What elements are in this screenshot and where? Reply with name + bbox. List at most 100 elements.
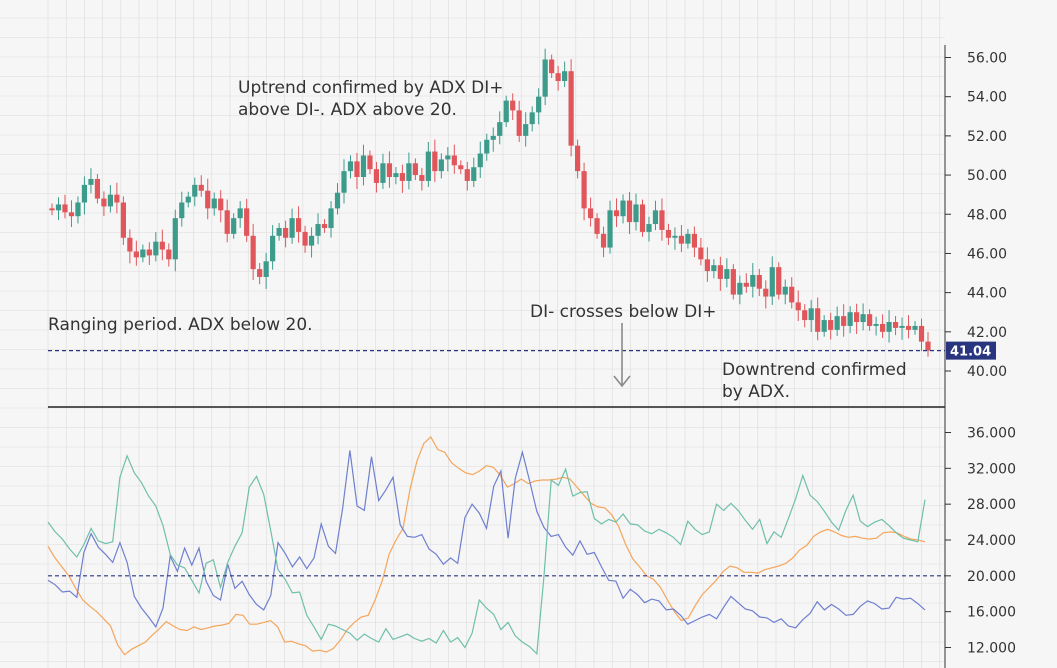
candle-body [244, 208, 250, 236]
candle-body [815, 308, 821, 332]
candle-body [834, 316, 840, 330]
candle-body [717, 265, 723, 279]
candle-body [94, 178, 101, 199]
candle-body [867, 314, 873, 326]
candle-body [107, 194, 113, 207]
candle-body [283, 227, 289, 238]
candle-body [821, 320, 827, 332]
candle-body [328, 208, 334, 228]
candle-body [211, 198, 217, 209]
y-tick-label: 56.00 [967, 51, 1007, 67]
candle-body [665, 229, 672, 238]
candle-body [393, 173, 399, 178]
candle-body [536, 96, 542, 113]
candle-body [743, 282, 749, 287]
candle-body [185, 196, 191, 203]
candle-body [587, 208, 594, 219]
candle-body [127, 237, 133, 252]
candle-body [315, 224, 321, 236]
candle-body [503, 100, 509, 123]
candle-body [704, 259, 710, 272]
series-line-adx [47, 436, 926, 656]
candle-body [399, 173, 405, 181]
indicator-tick-label: 24.000 [967, 533, 1016, 549]
candle-body [912, 325, 918, 330]
indicator-tick-label: 12.000 [967, 641, 1016, 657]
annotation-downtrend: Downtrend confirmed by ADX. [722, 360, 907, 402]
candle-body [892, 322, 899, 328]
candle-body [841, 316, 847, 326]
candle-body [490, 135, 496, 140]
candle-body [438, 159, 444, 172]
candle-body [289, 218, 295, 238]
candle-body [179, 202, 185, 219]
candle-body [471, 167, 477, 181]
annotation-uptrend: Uptrend confirmed by ADX DI+ above DI-. … [238, 78, 504, 120]
candle-body [231, 218, 237, 234]
candle-body [529, 112, 535, 125]
candle-body [847, 312, 853, 326]
candle-body [594, 218, 600, 234]
candle-body [334, 192, 341, 209]
candle-body [120, 202, 126, 238]
cross-arrow-head [613, 375, 631, 388]
candle-body [575, 145, 581, 172]
y-tick-label: 46.00 [967, 246, 1007, 262]
candle-body [140, 249, 146, 258]
candle-body [652, 210, 659, 225]
candle-body [257, 269, 263, 277]
indicator-tick-label: 32.000 [967, 461, 1016, 477]
candle-body [607, 210, 613, 248]
candle-body [860, 314, 866, 323]
candle-body [464, 169, 470, 181]
candle-body [276, 227, 282, 236]
candle-body [250, 235, 256, 270]
candle-body [81, 184, 88, 203]
candle-body [581, 171, 587, 209]
candle-body [347, 161, 354, 172]
indicator-tick-label: 20.000 [967, 569, 1016, 585]
candle-body [523, 124, 529, 136]
candle-body [613, 210, 620, 217]
candle-body [555, 73, 561, 82]
annotation-crosses: DI- crosses below DI+ [530, 302, 717, 322]
candle-body [237, 208, 243, 219]
candle-body [802, 310, 808, 321]
candle-body [672, 235, 678, 238]
candle-body [477, 153, 483, 168]
y-tick-label: 50.00 [967, 168, 1007, 184]
y-tick-label: 52.00 [967, 129, 1007, 145]
candle-body [101, 198, 107, 207]
indicator-tick-label: 28.000 [967, 497, 1016, 513]
candle-body [516, 110, 522, 136]
y-tick-label: 54.00 [967, 90, 1007, 106]
candle-body [146, 249, 152, 256]
annotation-ranging: Ranging period. ADX below 20. [48, 315, 313, 335]
candle-body [899, 325, 905, 328]
y-tick-label: 48.00 [967, 207, 1007, 223]
candle-body [62, 204, 68, 213]
y-tick-label: 42.00 [967, 325, 1007, 341]
candle-body [711, 265, 717, 272]
candle-body [192, 184, 198, 197]
candle-body [224, 210, 230, 234]
candle-body [302, 231, 308, 246]
candle-body [905, 325, 912, 330]
candle-body [549, 59, 555, 74]
candle-body [828, 320, 834, 330]
candlestick-series [48, 48, 945, 357]
candle-body [373, 169, 380, 183]
candle-body [724, 269, 730, 279]
candle-body [354, 161, 360, 178]
candle-body [510, 100, 516, 111]
candle-body [639, 204, 646, 232]
candle-body [808, 308, 814, 321]
candle-body [458, 165, 464, 170]
candle-body [782, 286, 788, 295]
candle-body [198, 184, 204, 191]
candle-body [270, 235, 276, 262]
candle-body [412, 163, 418, 176]
candle-body [769, 267, 775, 297]
